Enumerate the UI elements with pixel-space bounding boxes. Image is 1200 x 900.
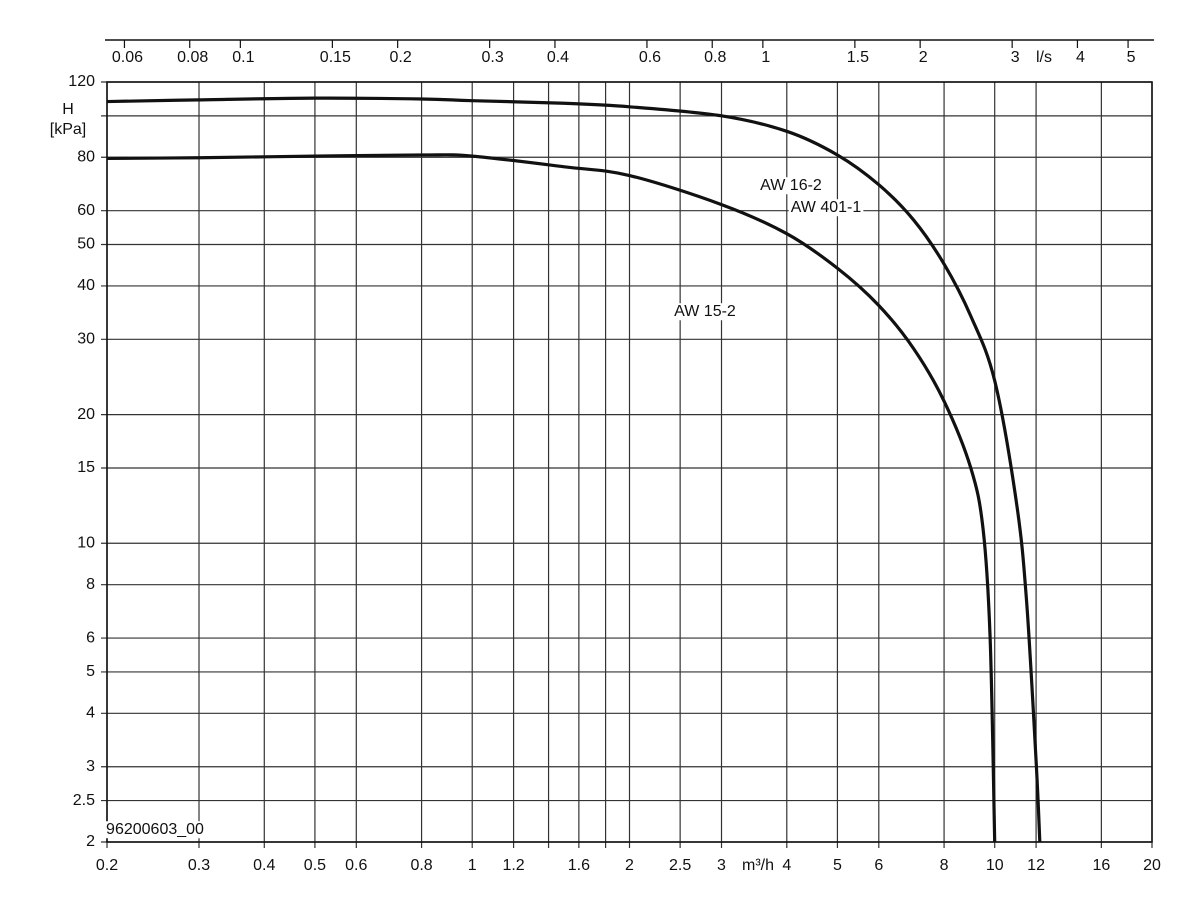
y-tick-label: 2 <box>86 833 95 850</box>
x-tick-label: 0.5 <box>304 857 326 874</box>
x2-tick-label: 4 <box>1076 49 1085 66</box>
x2-tick-label: 0.08 <box>177 49 208 66</box>
y-tick-label: 4 <box>86 705 95 722</box>
x2-axis-unit: l/s <box>1036 49 1052 66</box>
y-tick-label: 30 <box>77 331 95 348</box>
x2-tick-label: 3 <box>1011 49 1020 66</box>
x-tick-label: 8 <box>940 857 949 874</box>
x-tick-label: 20 <box>1143 857 1161 874</box>
x-tick-label: 1.2 <box>502 857 524 874</box>
x2-tick-label: 0.4 <box>547 49 569 66</box>
x-tick-label: 1 <box>468 857 477 874</box>
x-tick-label: 0.4 <box>253 857 275 874</box>
annotation: AW 15-2 <box>674 303 736 320</box>
annotation-background <box>104 821 207 839</box>
annotation-background <box>758 177 824 195</box>
y-axis-unit: [kPa] <box>50 121 86 138</box>
y-tick-label: 5 <box>86 663 95 680</box>
x-tick-label: 12 <box>1027 857 1045 874</box>
x2-tick-label: 2 <box>919 49 928 66</box>
x2-tick-label: 0.2 <box>390 49 412 66</box>
y-tick-label: 60 <box>77 202 95 219</box>
annotation: AW 16-2 <box>760 177 822 194</box>
y-tick-label: 20 <box>77 406 95 423</box>
x-tick-label: 2.5 <box>669 857 691 874</box>
annotation-background <box>672 303 738 321</box>
y-tick-label: 50 <box>77 236 95 253</box>
x-tick-label: 0.3 <box>188 857 210 874</box>
y-tick-label: 120 <box>68 73 95 90</box>
annotation: 96200603_00 <box>106 821 204 838</box>
annotation-background <box>788 199 864 217</box>
y-tick-label: 40 <box>77 277 95 294</box>
x2-tick-label: 0.15 <box>320 49 351 66</box>
plot-frame <box>106 81 1153 843</box>
x2-tick-label: 0.1 <box>232 49 254 66</box>
x-tick-label: 4 <box>782 857 791 874</box>
y-tick-label: 2.5 <box>73 792 95 809</box>
y-axis-label: H <box>62 101 74 118</box>
x-tick-label: 0.6 <box>345 857 367 874</box>
x-tick-label: 0.2 <box>96 857 118 874</box>
x2-tick-label: 1 <box>761 49 770 66</box>
x2-tick-label: 0.8 <box>704 49 726 66</box>
y-tick-label: 10 <box>77 534 95 551</box>
x2-tick-label: 0.6 <box>639 49 661 66</box>
x-tick-label: 3 <box>717 857 726 874</box>
x2-tick-label: 5 <box>1127 49 1136 66</box>
x-tick-label: 16 <box>1092 857 1110 874</box>
y-tick-label: 8 <box>86 576 95 593</box>
x-tick-label: 2 <box>625 857 634 874</box>
y-tick-label: 15 <box>77 459 95 476</box>
y-tick-label: 80 <box>77 148 95 165</box>
x-axis-unit: m³/h <box>742 857 774 874</box>
annotation: AW 401-1 <box>791 199 862 216</box>
x-tick-label: 1.6 <box>568 857 590 874</box>
y-tick-label: 6 <box>86 629 95 646</box>
curve <box>106 153 997 843</box>
curve <box>106 96 1042 843</box>
x2-tick-label: 0.06 <box>112 49 143 66</box>
y-tick-label: 3 <box>86 758 95 775</box>
x-tick-label: 10 <box>986 857 1004 874</box>
x2-tick-label: 0.3 <box>482 49 504 66</box>
x2-tick-label: 1.5 <box>847 49 869 66</box>
x-tick-label: 0.8 <box>410 857 432 874</box>
x-tick-label: 5 <box>833 857 842 874</box>
x-tick-label: 6 <box>874 857 883 874</box>
